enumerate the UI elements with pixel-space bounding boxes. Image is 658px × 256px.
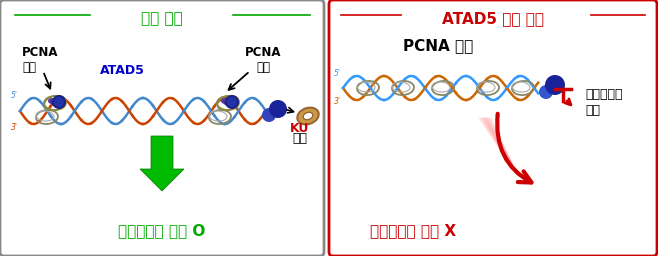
Text: 상동재조합 복구 O: 상동재조합 복구 O bbox=[118, 223, 206, 239]
Text: 5': 5' bbox=[334, 69, 341, 79]
Circle shape bbox=[545, 75, 565, 95]
Ellipse shape bbox=[54, 102, 62, 108]
Circle shape bbox=[539, 85, 553, 99]
Text: 제거: 제거 bbox=[293, 132, 307, 144]
FancyArrowPatch shape bbox=[497, 114, 532, 183]
Ellipse shape bbox=[51, 100, 59, 106]
Text: PCNA 축적: PCNA 축적 bbox=[403, 38, 473, 54]
FancyArrow shape bbox=[140, 136, 184, 191]
Text: 단거리절제
방해: 단거리절제 방해 bbox=[585, 89, 622, 118]
Circle shape bbox=[227, 97, 237, 107]
Text: KU: KU bbox=[290, 122, 310, 134]
Circle shape bbox=[225, 95, 239, 109]
Ellipse shape bbox=[227, 102, 235, 108]
Text: PCNA
분리: PCNA 분리 bbox=[22, 46, 59, 74]
Text: ATAD5: ATAD5 bbox=[100, 65, 145, 78]
Text: PCNA
분리: PCNA 분리 bbox=[245, 46, 281, 74]
Circle shape bbox=[54, 97, 64, 107]
Ellipse shape bbox=[48, 98, 56, 104]
Text: 3': 3' bbox=[11, 123, 18, 132]
Circle shape bbox=[269, 100, 287, 118]
FancyBboxPatch shape bbox=[329, 0, 657, 256]
Text: ATAD5 결필 세포: ATAD5 결필 세포 bbox=[442, 11, 544, 26]
Ellipse shape bbox=[297, 108, 318, 124]
Ellipse shape bbox=[221, 98, 229, 104]
Text: 3': 3' bbox=[334, 98, 341, 106]
Circle shape bbox=[262, 108, 276, 122]
Circle shape bbox=[52, 95, 66, 109]
FancyBboxPatch shape bbox=[0, 0, 324, 256]
Ellipse shape bbox=[224, 100, 232, 106]
Ellipse shape bbox=[303, 112, 313, 120]
Text: 5': 5' bbox=[11, 91, 18, 100]
Text: 정상 세포: 정상 세포 bbox=[141, 11, 183, 26]
Text: 상동재조합 복구 X: 상동재조합 복구 X bbox=[370, 223, 456, 239]
